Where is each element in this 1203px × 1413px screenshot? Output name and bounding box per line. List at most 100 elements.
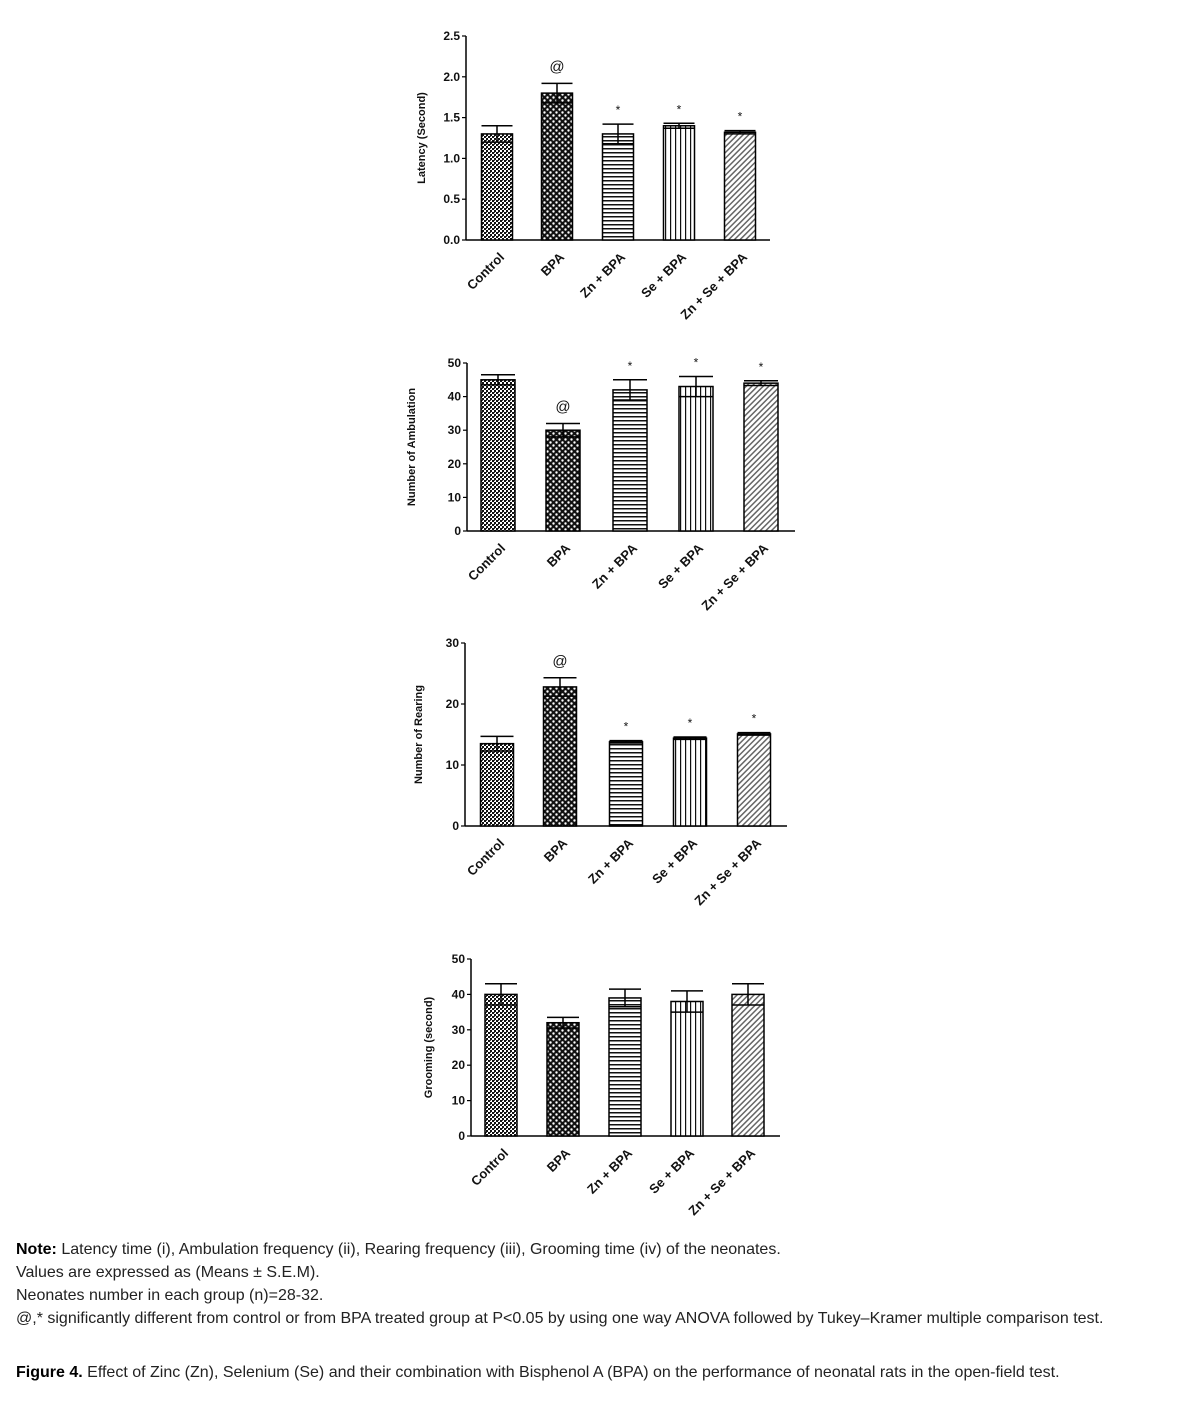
- error-bar: [602, 123, 634, 145]
- x-tick-label: Zn + Se + BPA: [698, 540, 771, 613]
- y-tick-label: 20: [448, 457, 462, 471]
- bar: [612, 389, 648, 532]
- x-tick-label: Zn + BPA: [589, 540, 640, 591]
- bar: [479, 742, 515, 827]
- x-tick-label: Zn + BPA: [577, 249, 628, 300]
- y-tick-label: 1.0: [443, 151, 460, 165]
- error-bar: [724, 129, 756, 135]
- y-tick-label: 50: [452, 952, 466, 966]
- error-bar: [481, 374, 515, 386]
- caption: Figure 4. Effect of Zinc (Zn), Selenium …: [16, 1361, 1190, 1384]
- x-tick-label: Zn + Se + BPA: [691, 835, 764, 908]
- note-line: Note: Latency time (i), Ambulation frequ…: [16, 1238, 1190, 1261]
- annotation: *: [738, 110, 743, 124]
- bar: [743, 382, 779, 532]
- note-line: Values are expressed as (Means ± S.E.M).: [16, 1264, 320, 1281]
- annotation: @: [555, 398, 570, 415]
- error-bar: [613, 379, 647, 401]
- annotation: *: [677, 102, 682, 116]
- y-tick-label: 1.5: [443, 111, 460, 125]
- bar: [608, 741, 644, 827]
- annotation: *: [759, 360, 764, 374]
- error-bar: [673, 736, 707, 741]
- x-tick-label: BPA: [544, 540, 574, 570]
- bar: [670, 1000, 704, 1137]
- annotation: *: [624, 720, 629, 734]
- error-bar: [737, 731, 771, 736]
- bar: [480, 133, 514, 241]
- error-bar: [485, 983, 517, 1006]
- y-tick-label: 30: [446, 636, 460, 650]
- y-tick-label: 50: [448, 356, 462, 370]
- y-tick-label: 0: [452, 819, 459, 833]
- note-line: @,* significantly different from control…: [16, 1310, 1104, 1327]
- error-bar: [547, 1016, 579, 1029]
- y-axis-label: Latency (Second): [416, 92, 428, 184]
- x-tick-label: Control: [468, 1146, 511, 1189]
- annotation: *: [616, 103, 621, 117]
- y-axis-label: Number of Rearing: [413, 685, 425, 784]
- error-bar: [481, 125, 513, 143]
- error-bar: [541, 82, 573, 104]
- x-tick-label: Se + BPA: [638, 249, 689, 300]
- bar: [662, 125, 696, 241]
- bar: [736, 733, 772, 827]
- bar: [678, 385, 714, 532]
- y-tick-label: 40: [452, 987, 466, 1001]
- x-tick-label: Se + BPA: [649, 835, 700, 886]
- note-line: Neonates number in each group (n)=28-32.: [16, 1287, 324, 1304]
- x-tick-label: Se + BPA: [655, 540, 706, 591]
- y-tick-label: 2.5: [443, 29, 460, 43]
- note-label: Note:: [16, 1241, 57, 1258]
- x-tick-label: Zn + BPA: [584, 1145, 635, 1196]
- error-bar: [663, 122, 695, 129]
- bar: [723, 131, 757, 241]
- bar: [731, 993, 765, 1137]
- bar: [608, 997, 642, 1137]
- y-axis-label: Grooming (second): [423, 996, 435, 1098]
- y-tick-label: 10: [448, 490, 462, 504]
- y-tick-label: 0.0: [443, 233, 460, 247]
- error-bar: [679, 375, 713, 398]
- x-tick-label: BPA: [538, 249, 568, 279]
- bar: [601, 133, 635, 241]
- y-tick-label: 30: [452, 1023, 466, 1037]
- x-tick-label: Control: [464, 836, 507, 879]
- error-bar: [546, 422, 580, 438]
- caption-label: Figure 4.: [16, 1364, 83, 1381]
- y-tick-label: 0: [458, 1129, 465, 1143]
- note-text: Latency time (i), Ambulation frequency (…: [61, 1241, 781, 1258]
- y-tick-label: 0: [454, 524, 461, 538]
- x-tick-label: Se + BPA: [646, 1145, 697, 1196]
- bar: [545, 429, 581, 532]
- bar: [480, 379, 516, 532]
- error-bar: [744, 380, 778, 387]
- y-axis-label: Number of Ambulation: [406, 388, 418, 506]
- bar: [484, 993, 518, 1137]
- bar: [542, 686, 578, 827]
- annotation: @: [552, 653, 567, 670]
- error-bar: [732, 983, 764, 1006]
- x-tick-label: Control: [465, 541, 508, 584]
- note: Note: Latency time (i), Ambulation frequ…: [16, 1238, 1190, 1330]
- y-tick-label: 2.0: [443, 70, 460, 84]
- y-tick-label: 40: [448, 390, 462, 404]
- annotation: *: [694, 355, 699, 369]
- bar: [672, 737, 708, 827]
- annotation: *: [688, 716, 693, 730]
- annotation: *: [628, 359, 633, 373]
- bar: [546, 1021, 580, 1137]
- annotation: *: [752, 712, 757, 726]
- caption-text: Effect of Zinc (Zn), Selenium (Se) and t…: [87, 1364, 1060, 1381]
- error-bar: [543, 677, 577, 697]
- bar: [540, 92, 574, 241]
- error-bar: [609, 988, 641, 1008]
- y-tick-label: 20: [452, 1058, 466, 1072]
- y-tick-label: 0.5: [443, 192, 460, 206]
- x-tick-label: BPA: [544, 1145, 574, 1175]
- figure: 0.0 0.5 1.0 1.5 2.0 2.5 Latency (Second) Contro…: [406, 29, 795, 1218]
- x-tick-label: BPA: [541, 835, 571, 865]
- error-bar: [609, 739, 643, 744]
- x-tick-label: Control: [464, 250, 507, 293]
